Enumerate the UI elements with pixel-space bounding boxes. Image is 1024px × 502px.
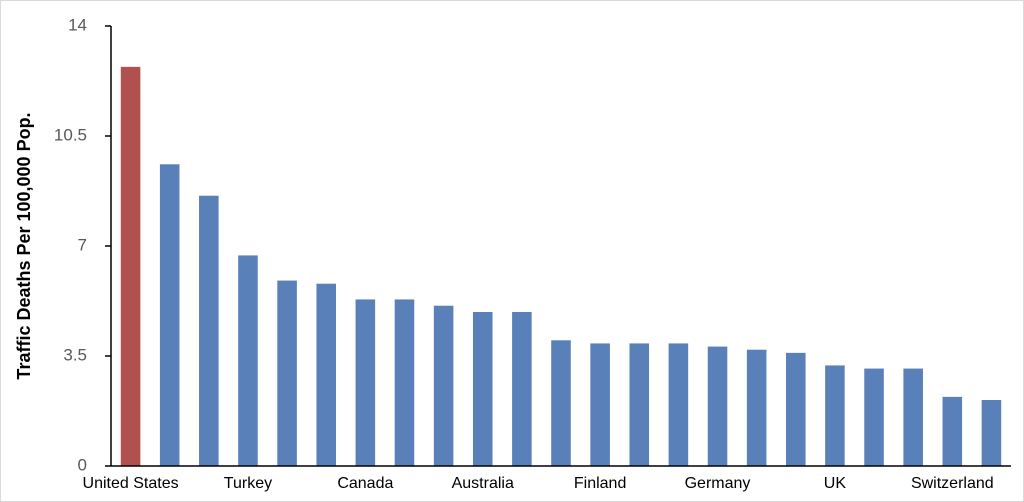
bar xyxy=(120,66,141,466)
bar xyxy=(746,349,767,466)
bar xyxy=(355,299,376,466)
y-tick-label: 3.5 xyxy=(63,345,87,364)
bar xyxy=(629,343,650,466)
x-category-label: Turkey xyxy=(224,475,272,492)
x-category-label: Australia xyxy=(452,475,514,492)
bar xyxy=(942,396,963,466)
x-category-label: UK xyxy=(824,475,847,492)
x-category-label: Finland xyxy=(574,475,626,492)
bar xyxy=(472,312,493,466)
bar xyxy=(433,305,454,466)
bar xyxy=(551,340,571,466)
bar xyxy=(394,299,415,466)
bar xyxy=(590,343,610,466)
bar xyxy=(277,280,297,466)
bar xyxy=(159,164,180,467)
bar xyxy=(825,365,845,466)
bar xyxy=(512,312,532,466)
y-tick-label: 7 xyxy=(78,235,87,254)
y-tick-label: 10.5 xyxy=(54,125,87,144)
y-tick-label: 0 xyxy=(78,455,87,474)
y-axis-title-group: Traffic Deaths Per 100,000 Pop. xyxy=(14,112,34,379)
bars-group xyxy=(120,66,1002,467)
bar xyxy=(316,283,336,466)
bar xyxy=(903,368,923,466)
x-axis-labels: United States Turkey Canada Australia Finlan… xyxy=(83,475,994,492)
x-category-label: Canada xyxy=(337,475,393,492)
bar xyxy=(864,368,884,466)
y-axis-title: Traffic Deaths Per 100,000 Pop. xyxy=(14,112,34,379)
bar xyxy=(786,352,806,466)
y-tick-label: 14 xyxy=(68,15,87,34)
bar xyxy=(238,255,258,466)
bar xyxy=(199,195,219,466)
x-category-label: Germany xyxy=(685,475,751,492)
x-category-label: Switzerland xyxy=(911,475,994,492)
bar xyxy=(981,400,1002,466)
bar xyxy=(668,343,689,466)
y-axis-ticks: 0 3.5 7 10.5 14 xyxy=(54,15,111,474)
bar xyxy=(707,346,728,466)
x-category-label: United States xyxy=(83,475,179,492)
